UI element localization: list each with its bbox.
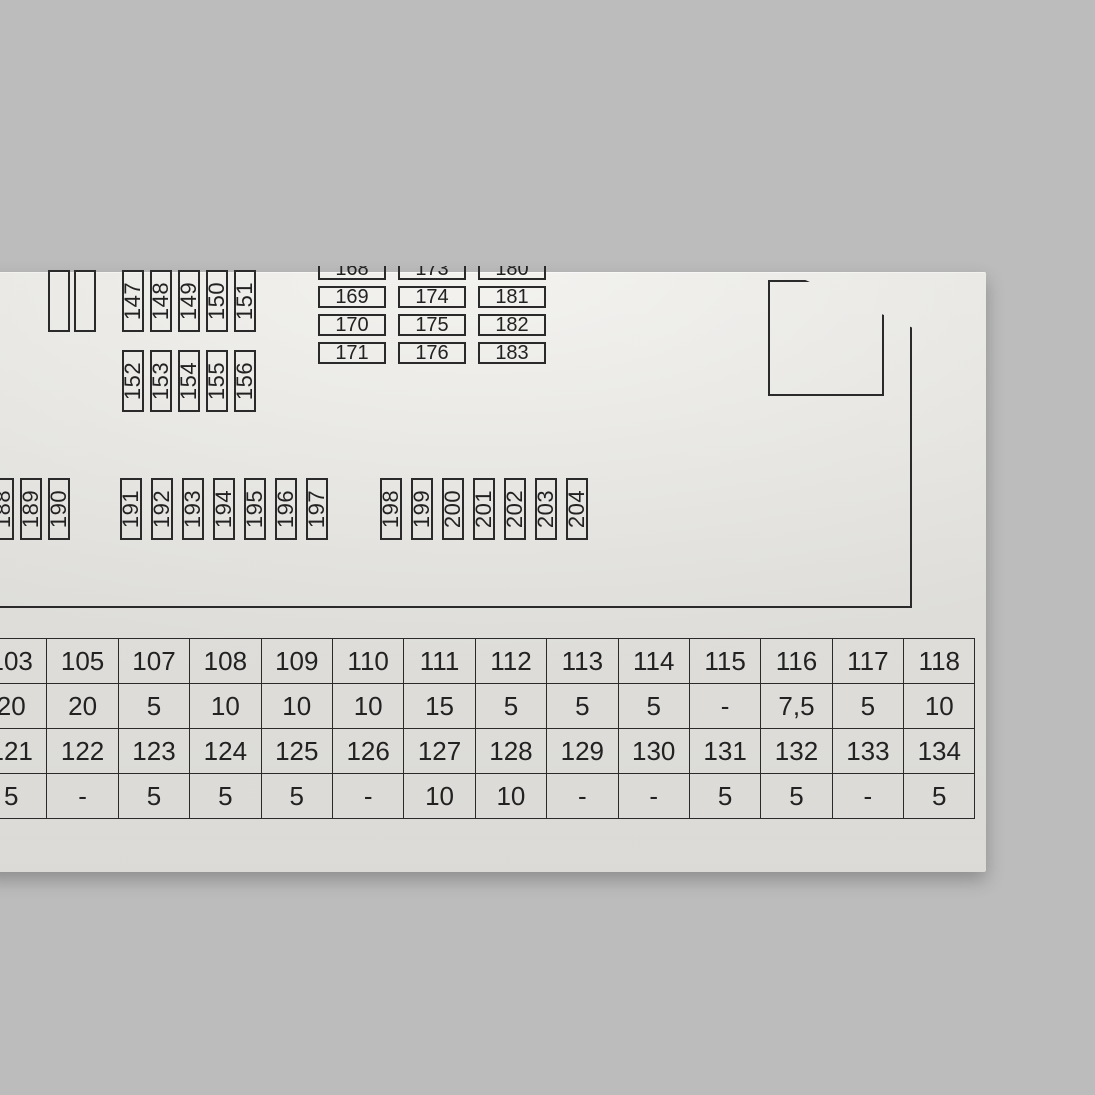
fuse-slot-171: 171 xyxy=(318,342,386,364)
table-cell: 124 xyxy=(190,729,261,774)
table-cell: 128 xyxy=(475,729,546,774)
fuse-slot-151: 151 xyxy=(234,270,256,332)
table-cell: 117 xyxy=(832,639,903,684)
table-cell: - xyxy=(547,774,618,819)
table-cell: 5 xyxy=(118,684,189,729)
fuse-slot-176: 176 xyxy=(398,342,466,364)
table-cell: 5 xyxy=(689,774,760,819)
fuse-slot-169: 169 xyxy=(318,286,386,308)
fuse-slot-blank xyxy=(74,270,96,332)
fusebox-outline: 1471481491501511521531541551561681731801… xyxy=(0,266,912,608)
fuse-card: 1471481491501511521531541551561681731801… xyxy=(0,272,986,872)
fuse-slot-182: 182 xyxy=(478,314,546,336)
table-cell: 5 xyxy=(618,684,689,729)
table-cell: - xyxy=(618,774,689,819)
table-cell: 122 xyxy=(47,729,118,774)
fuse-slot-181: 181 xyxy=(478,286,546,308)
table-cell: 10 xyxy=(404,774,475,819)
fuse-slot-168: 168 xyxy=(318,258,386,280)
table-cell: - xyxy=(332,774,403,819)
table-cell: 132 xyxy=(761,729,832,774)
table-cell: 126 xyxy=(332,729,403,774)
table-cell: 108 xyxy=(190,639,261,684)
table-cell: 5 xyxy=(118,774,189,819)
table-row: 5-555-1010--55-5 xyxy=(0,774,975,819)
fuse-slot-204: 204 xyxy=(566,478,588,540)
table-cell: 113 xyxy=(547,639,618,684)
table-cell: 10 xyxy=(332,684,403,729)
table-cell: 20 xyxy=(47,684,118,729)
table-cell: 127 xyxy=(404,729,475,774)
table-cell: - xyxy=(832,774,903,819)
table-cell: 134 xyxy=(904,729,975,774)
fuse-slot-197: 197 xyxy=(306,478,328,540)
fuse-slot-175: 175 xyxy=(398,314,466,336)
fuse-slot-blank xyxy=(48,270,70,332)
table-cell: 5 xyxy=(904,774,975,819)
table-cell: 105 xyxy=(47,639,118,684)
table-row: 1211221231241251261271281291301311321331… xyxy=(0,729,975,774)
table-cell: 109 xyxy=(261,639,332,684)
table-cell: 5 xyxy=(0,774,47,819)
fuse-slot-180: 180 xyxy=(478,258,546,280)
table-cell: 5 xyxy=(475,684,546,729)
table-cell: 107 xyxy=(118,639,189,684)
table-row: 1031051071081091101111121131141151161171… xyxy=(0,639,975,684)
fuse-slot-label: 197 xyxy=(288,500,346,518)
table-cell: 125 xyxy=(261,729,332,774)
fuse-slot-174: 174 xyxy=(398,286,466,308)
table-cell: 5 xyxy=(547,684,618,729)
fuse-slot-label: 190 xyxy=(30,500,88,518)
table-cell: 10 xyxy=(475,774,546,819)
table-cell: - xyxy=(47,774,118,819)
table-cell: 115 xyxy=(689,639,760,684)
fuse-slot-173: 173 xyxy=(398,258,466,280)
table-cell: 116 xyxy=(761,639,832,684)
table-cell: 133 xyxy=(832,729,903,774)
fuse-slot-label: 204 xyxy=(548,500,606,518)
fuse-slot-156: 156 xyxy=(234,350,256,412)
table-cell: 10 xyxy=(190,684,261,729)
table-cell: 5 xyxy=(761,774,832,819)
table-cell: 110 xyxy=(332,639,403,684)
fuse-slot-190: 190 xyxy=(48,478,70,540)
fuse-slot-183: 183 xyxy=(478,342,546,364)
table-cell: 121 xyxy=(0,729,47,774)
fuse-slot-label: 156 xyxy=(216,372,274,390)
table-cell: 131 xyxy=(689,729,760,774)
table-cell: 130 xyxy=(618,729,689,774)
table-cell: 112 xyxy=(475,639,546,684)
table-cell: 111 xyxy=(404,639,475,684)
table-cell: 5 xyxy=(261,774,332,819)
table-cell: 10 xyxy=(261,684,332,729)
table-cell: 7,5 xyxy=(761,684,832,729)
table-cell: - xyxy=(689,684,760,729)
table-cell: 5 xyxy=(190,774,261,819)
relay-box xyxy=(768,280,884,396)
table-cell: 20 xyxy=(0,684,47,729)
table-cell: 123 xyxy=(118,729,189,774)
fuse-slot-label: 151 xyxy=(216,292,274,310)
fuse-amperage-table: 1031051071081091101111121131141151161171… xyxy=(0,638,975,819)
table-cell: 114 xyxy=(618,639,689,684)
table-cell: 118 xyxy=(904,639,975,684)
fuse-slot-170: 170 xyxy=(318,314,386,336)
table-cell: 5 xyxy=(832,684,903,729)
table-cell: 10 xyxy=(904,684,975,729)
table-row: 2020510101015555-7,5510 xyxy=(0,684,975,729)
table-cell: 129 xyxy=(547,729,618,774)
table-cell: 15 xyxy=(404,684,475,729)
table-cell: 103 xyxy=(0,639,47,684)
